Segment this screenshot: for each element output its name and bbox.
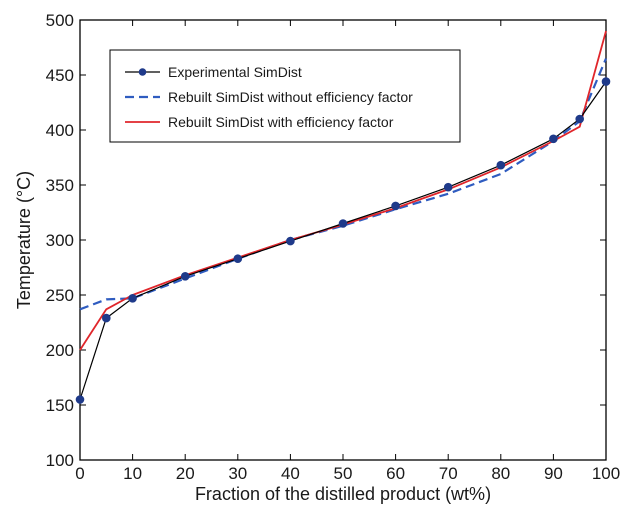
data-point <box>496 160 506 170</box>
x-tick-label: 100 <box>592 464 620 483</box>
data-point <box>391 201 400 211</box>
data-point <box>286 236 295 246</box>
x-tick-label: 0 <box>75 464 84 483</box>
data-point <box>128 294 137 303</box>
y-axis-title: Temperature (°C) <box>14 171 34 309</box>
y-tick-label: 100 <box>46 451 74 470</box>
y-tick-label: 200 <box>46 341 74 360</box>
data-point <box>549 134 558 144</box>
data-point <box>75 395 85 404</box>
data-point <box>575 114 585 124</box>
data-point <box>443 182 453 192</box>
series-layer <box>75 30 611 404</box>
data-point <box>233 254 243 264</box>
legend: Experimental SimDist Rebuilt SimDist with… <box>109 49 461 143</box>
x-axis-title: Fraction of the distilled product (wt%) <box>195 484 491 504</box>
y-tick-label: 250 <box>46 286 74 305</box>
data-point <box>180 272 190 281</box>
y-tick-label: 450 <box>46 66 74 85</box>
x-tick-label: 20 <box>176 464 195 483</box>
legend-marker <box>138 68 147 76</box>
x-tick-label: 10 <box>123 464 142 483</box>
x-tick-label: 90 <box>544 464 563 483</box>
legend-label-2: Rebuilt SimDist with efficiency factor <box>168 114 394 130</box>
y-tick-label: 350 <box>46 176 74 195</box>
x-tick-label: 80 <box>491 464 510 483</box>
legend-label-1: Rebuilt SimDist without efficiency facto… <box>168 89 413 105</box>
data-point <box>102 313 111 323</box>
y-tick-label: 400 <box>46 121 74 140</box>
y-tick-label: 500 <box>46 11 74 30</box>
legend-items: Experimental SimDist Rebuilt SimDist with… <box>125 64 413 130</box>
x-tick-label: 50 <box>334 464 353 483</box>
x-tick-label: 60 <box>386 464 405 483</box>
y-tick-label: 300 <box>46 231 74 250</box>
legend-box <box>109 49 461 143</box>
x-tick-label: 70 <box>439 464 458 483</box>
legend-label-0: Experimental SimDist <box>168 64 302 80</box>
x-tick-label: 30 <box>228 464 247 483</box>
data-point <box>601 77 611 86</box>
data-point <box>338 219 348 228</box>
y-tick-label: 150 <box>46 396 74 415</box>
x-tick-label: 40 <box>281 464 300 483</box>
axis-ticks: 0 10 20 30 40 50 60 70 80 90 100 100 150 200 250 300 350… <box>46 11 621 483</box>
